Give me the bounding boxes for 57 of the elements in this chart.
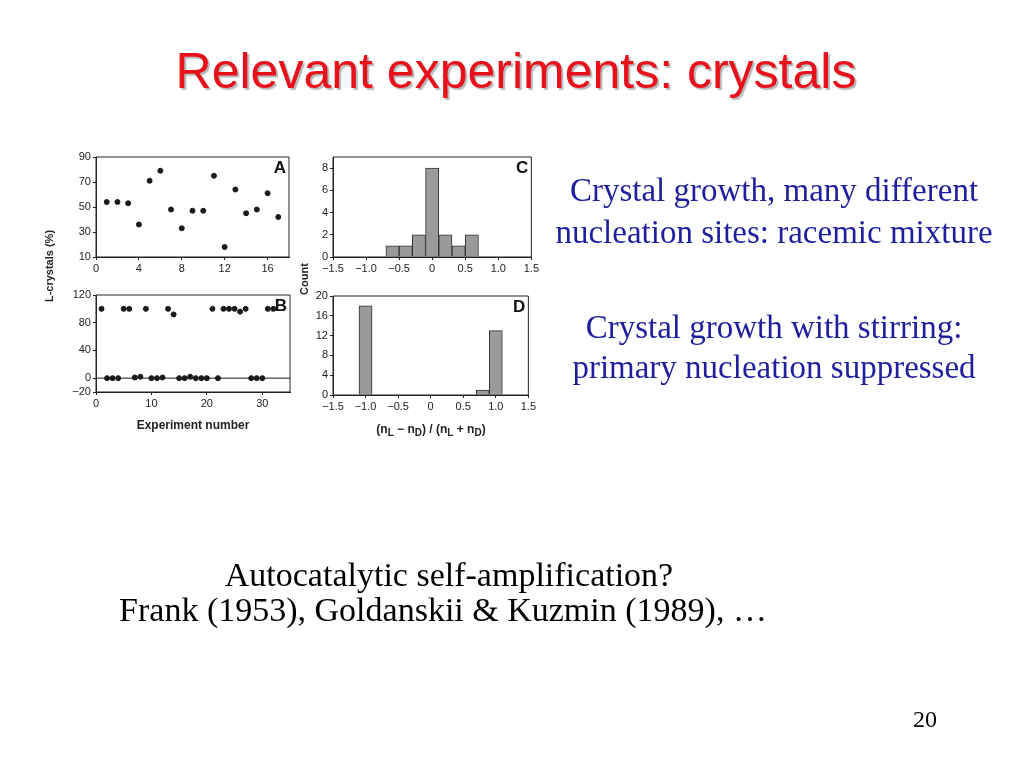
x-tick-label: 0 bbox=[429, 261, 436, 274]
text: Crystal growth with stirring: primary nucleation suppressed bbox=[572, 308, 976, 387]
text: (n$_{L}$ − n$_{D}$) / (n$_{L}$ + n$_{D}$) bbox=[376, 421, 486, 439]
y-tick-label: 16 bbox=[315, 308, 328, 321]
text: Autocatalytic self-amplification? bbox=[224, 556, 674, 593]
x-axis-title: Experiment number bbox=[136, 418, 250, 432]
x-tick-label: 30 bbox=[256, 396, 269, 409]
y-tick-label: 120 bbox=[72, 288, 91, 301]
x-tick-label: −1.5 bbox=[322, 399, 344, 412]
annotation: A bbox=[273, 158, 286, 178]
text: 20 bbox=[913, 705, 937, 733]
x-tick-label: 1.5 bbox=[523, 261, 539, 274]
y-tick-label: 10 bbox=[78, 250, 91, 263]
y-tick-label: 50 bbox=[78, 200, 91, 213]
y-tick-label: 70 bbox=[78, 175, 91, 188]
text: Relevant experiments: crystals bbox=[175, 42, 857, 100]
y-tick-label: 0 bbox=[321, 388, 328, 401]
annotation: D bbox=[513, 297, 526, 317]
x-tick-label: −0.5 bbox=[388, 261, 410, 274]
y-axis-title: L-crystals (%) bbox=[43, 229, 55, 303]
annotation: C bbox=[516, 158, 529, 178]
y-axis-title: Count bbox=[298, 263, 310, 295]
x-tick-label: −0.5 bbox=[387, 399, 409, 412]
x-tick-label: 0.5 bbox=[455, 399, 471, 412]
y-tick-label: 40 bbox=[78, 343, 91, 356]
x-tick-label: 12 bbox=[218, 261, 231, 274]
y-tick-label: 20 bbox=[315, 289, 328, 302]
x-tick-label: 1.5 bbox=[520, 399, 536, 412]
y-tick-label: 80 bbox=[78, 315, 91, 328]
x-tick-label: 0 bbox=[92, 261, 100, 274]
y-tick-label: −20 bbox=[72, 385, 91, 398]
y-tick-label: 8 bbox=[321, 161, 328, 174]
x-tick-label: 4 bbox=[135, 261, 142, 274]
x-tick-label: −1.0 bbox=[354, 399, 377, 412]
y-tick-label: 12 bbox=[315, 328, 328, 341]
y-tick-label: 4 bbox=[321, 368, 328, 381]
y-tick-label: 0 bbox=[84, 371, 91, 384]
y-tick-label: 0 bbox=[321, 250, 328, 263]
x-tick-label: 20 bbox=[200, 396, 213, 409]
x-tick-label: −1.5 bbox=[322, 261, 344, 274]
y-tick-label: 8 bbox=[321, 348, 328, 361]
x-tick-label: 0 bbox=[92, 396, 100, 409]
x-tick-label: 0.5 bbox=[457, 261, 473, 274]
x-tick-label: 1.0 bbox=[488, 399, 504, 412]
x-tick-label: 0 bbox=[427, 399, 434, 412]
y-tick-label: 30 bbox=[78, 225, 91, 238]
x-tick-label: 1.0 bbox=[490, 261, 506, 274]
x-tick-label: −1.0 bbox=[355, 261, 377, 274]
y-tick-label: 4 bbox=[321, 205, 328, 218]
y-tick-label: 2 bbox=[321, 227, 328, 240]
annotation: B bbox=[274, 296, 287, 316]
x-tick-label: 10 bbox=[145, 396, 158, 409]
text: Crystal growth, many different nucleation sites: racemic mixture bbox=[555, 171, 993, 252]
y-tick-label: 6 bbox=[321, 183, 328, 196]
x-tick-label: 16 bbox=[261, 261, 274, 274]
x-tick-label: 8 bbox=[178, 261, 185, 274]
y-tick-label: 90 bbox=[78, 150, 91, 163]
